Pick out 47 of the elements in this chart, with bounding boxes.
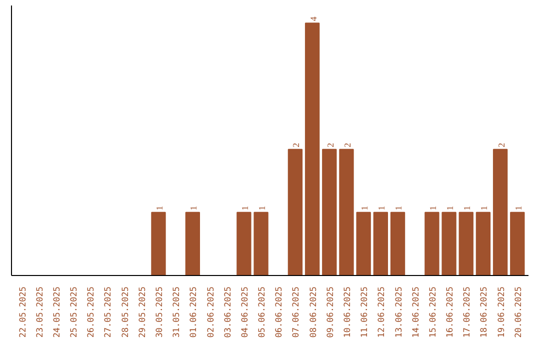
data-label: 2 xyxy=(291,142,302,148)
data-label: 1 xyxy=(445,206,456,210)
x-tick-label: 17.06.2025 xyxy=(462,286,473,338)
data-label: 1 xyxy=(479,206,490,210)
x-tick-label: 18.06.2025 xyxy=(480,286,490,338)
x-tick-label: 25.05.2025 xyxy=(70,286,80,338)
data-label: 4 xyxy=(308,16,318,22)
x-tick-label: 09.06.2025 xyxy=(326,286,336,338)
x-tick-label: 01.06.2025 xyxy=(189,286,200,338)
x-tick-label: 27.05.2025 xyxy=(104,286,114,338)
x-tick-label: 06.06.2025 xyxy=(274,286,285,338)
x-tick-label: 04.06.2025 xyxy=(240,286,250,338)
data-label: 2 xyxy=(325,142,336,148)
data-label: 1 xyxy=(240,206,250,210)
data-label: 2 xyxy=(496,142,506,148)
x-tick-label: 15.06.2025 xyxy=(428,286,438,338)
x-tick-label: 20.06.2025 xyxy=(514,286,524,338)
x-tick-label: 24.05.2025 xyxy=(52,286,62,338)
data-label: 1 xyxy=(360,206,370,210)
data-label: 1 xyxy=(462,206,472,210)
x-tick-label: 10.06.2025 xyxy=(342,286,353,338)
x-tick-label: 05.06.2025 xyxy=(258,286,268,338)
x-tick-label: 23.05.2025 xyxy=(35,286,46,338)
data-label: 1 xyxy=(428,206,438,210)
x-tick-label: 19.06.2025 xyxy=(496,286,507,338)
x-tick-label: 11.06.2025 xyxy=(360,286,370,338)
x-tick-label: 03.06.2025 xyxy=(223,286,234,338)
x-tick-label: 02.06.2025 xyxy=(206,286,216,338)
data-label: 1 xyxy=(394,206,404,210)
x-tick-label: 28.05.2025 xyxy=(120,286,131,338)
data-label: 1 xyxy=(257,206,268,210)
x-tick-label: 13.06.2025 xyxy=(394,286,404,338)
data-label: 1 xyxy=(376,206,387,210)
x-tick-label: 12.06.2025 xyxy=(377,286,388,338)
x-tick-label: 07.06.2025 xyxy=(292,286,302,338)
data-label: 1 xyxy=(513,206,524,210)
x-tick-label: 16.06.2025 xyxy=(446,286,456,338)
data-label: 1 xyxy=(188,206,199,210)
x-tick-label: 08.06.2025 xyxy=(308,286,319,338)
x-tick-label: 30.05.2025 xyxy=(154,286,165,338)
x-tick-label: 29.05.2025 xyxy=(138,286,148,338)
x-tick-label: 14.06.2025 xyxy=(411,286,422,338)
x-tick-label: 31.05.2025 xyxy=(172,286,182,338)
data-label: 2 xyxy=(342,142,352,148)
x-tick-label: 26.05.2025 xyxy=(86,286,97,338)
x-tick-label: 22.05.2025 xyxy=(18,286,28,338)
data-label: 1 xyxy=(154,206,164,210)
